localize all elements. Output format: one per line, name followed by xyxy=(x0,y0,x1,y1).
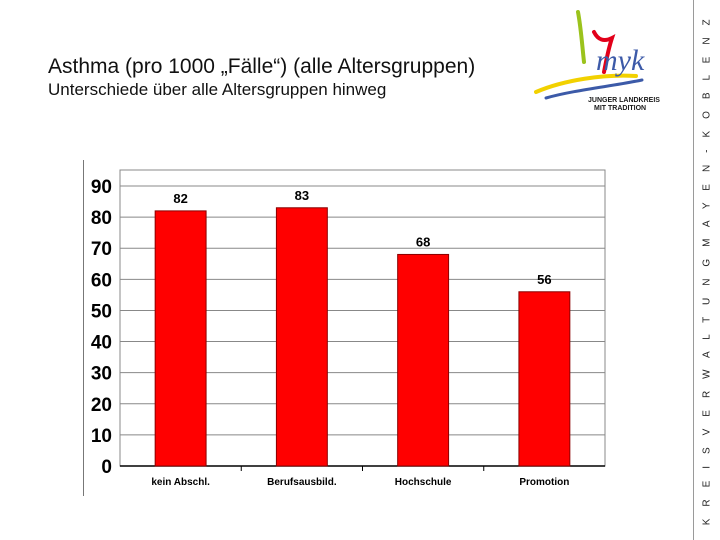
y-tick-label: 30 xyxy=(91,364,112,385)
page-title: Asthma (pro 1000 „Fälle“) (alle Altersgr… xyxy=(48,55,476,78)
logo-line-1: JUNGER LANDKREIS xyxy=(588,97,660,104)
logo-wordmark: myk xyxy=(596,44,645,77)
sidebar-text: K R E I S V E R W A L T U N G M A Y E N … xyxy=(701,14,713,526)
y-tick-label: 10 xyxy=(91,426,112,447)
logo-red-stroke xyxy=(592,30,616,74)
myk-logo-icon: myk xyxy=(534,10,645,100)
data-label: 68 xyxy=(416,234,430,249)
x-tick-label: Berufsausbild. xyxy=(267,477,337,488)
y-tick-label: 90 xyxy=(91,177,112,198)
logo-blue-stroke xyxy=(544,78,644,100)
chart-outer-line xyxy=(83,160,84,496)
page-subtitle: Unterschiede über alle Altersgruppen hin… xyxy=(48,80,387,99)
logo-green-stroke xyxy=(576,10,586,64)
y-tick-label: 0 xyxy=(101,457,112,478)
y-tick-label: 20 xyxy=(91,395,112,416)
y-tick-label: 40 xyxy=(91,333,112,354)
data-label: 82 xyxy=(173,191,187,206)
x-tick-label: Promotion xyxy=(519,477,569,488)
y-tick-label: 80 xyxy=(91,208,112,229)
y-tick-label: 60 xyxy=(91,270,112,291)
bar xyxy=(397,253,450,467)
logo-yellow-stroke xyxy=(534,73,638,94)
y-tick-label: 50 xyxy=(91,301,112,322)
logo-line-2: MIT TRADITION xyxy=(594,105,647,112)
data-label: 56 xyxy=(537,272,551,287)
bar xyxy=(518,291,571,467)
y-tick-label: 70 xyxy=(91,239,112,260)
data-label: 83 xyxy=(295,188,309,203)
bar xyxy=(275,207,328,467)
bar-chart: 0 10 20 30 40 50 60 70 80 90 82 kein Abschl. 83 Beruf… xyxy=(91,169,606,488)
bar xyxy=(154,210,207,467)
x-tick-label: kein Abschl. xyxy=(151,477,210,488)
sidebar: K R E I S V E R W A L T U N G M A Y E N … xyxy=(693,0,720,540)
x-tick-label: Hochschule xyxy=(395,477,452,488)
